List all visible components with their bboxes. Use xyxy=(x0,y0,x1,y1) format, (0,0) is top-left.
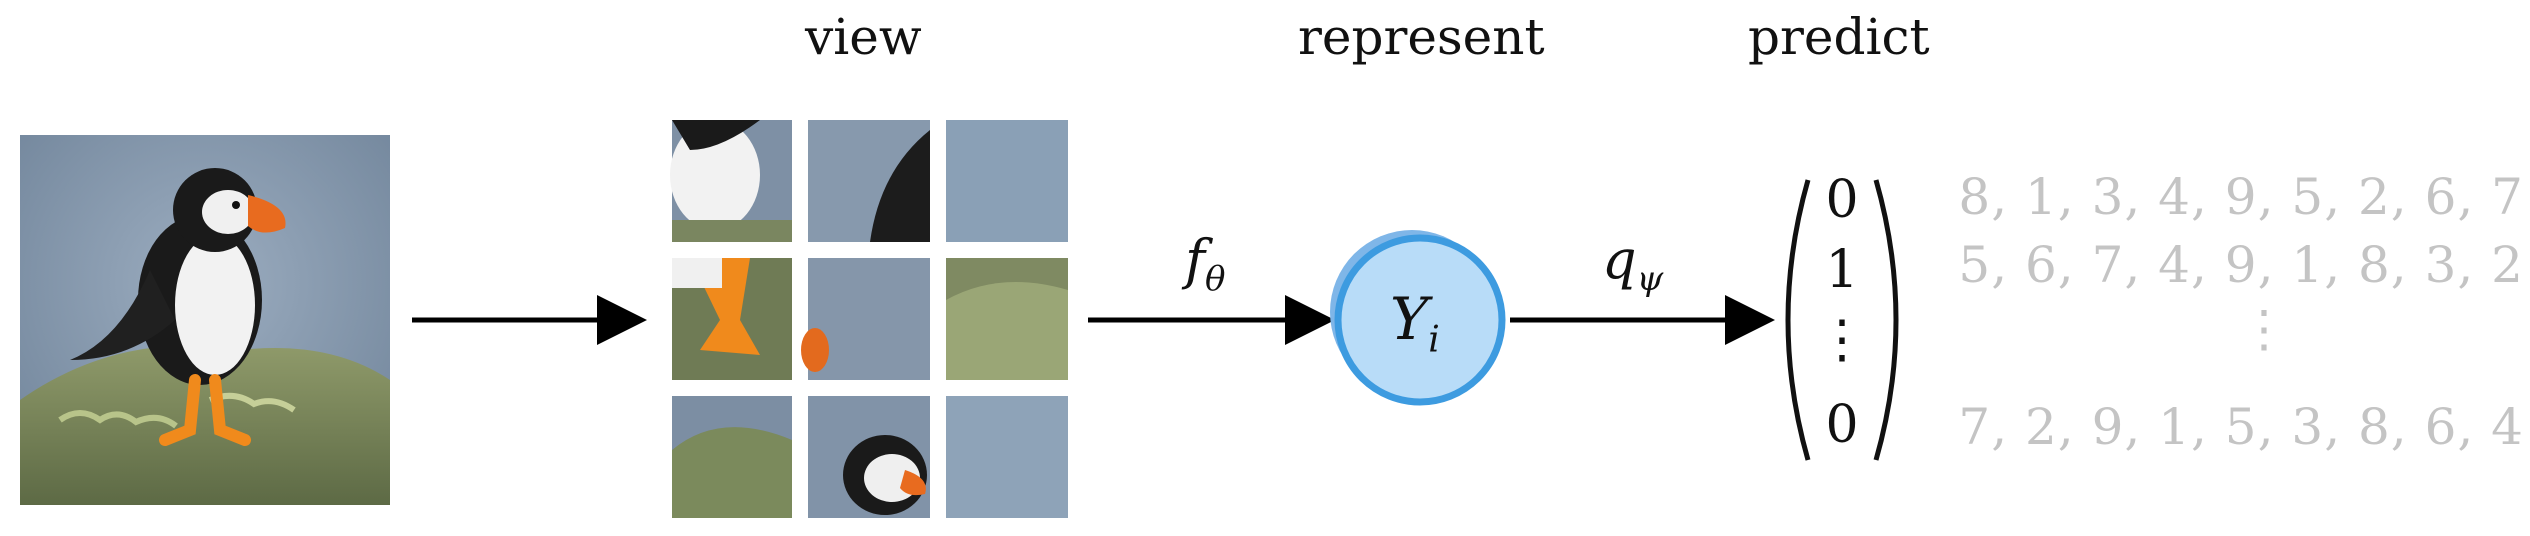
tile-6 xyxy=(946,258,1068,380)
node-label: Yi xyxy=(1390,285,1440,361)
stage-label-view: view xyxy=(805,8,922,66)
tile-grid xyxy=(670,120,1068,518)
stage-label-represent: represent xyxy=(1298,8,1545,66)
node-subscript: i xyxy=(1428,319,1440,361)
tile-4 xyxy=(672,258,792,380)
right-paren xyxy=(1873,179,1899,461)
permutation-row-3: 7, 2, 9, 1, 5, 3, 8, 6, 4 xyxy=(1958,398,2524,456)
vector-entry-1: 0 xyxy=(1825,170,1859,230)
encoder-subscript: θ xyxy=(1205,258,1226,299)
permutation-ellipsis: ⋮ xyxy=(2239,300,2290,358)
tile-9 xyxy=(946,396,1068,518)
head-symbol: q xyxy=(1602,228,1637,291)
vector-entry-4: 0 xyxy=(1825,395,1859,455)
left-paren xyxy=(1785,179,1811,461)
representation-node xyxy=(1330,230,1506,406)
tile-1 xyxy=(670,120,792,242)
permutation-row-2: 5, 6, 7, 4, 9, 1, 8, 3, 2 xyxy=(1958,236,2524,294)
vector-entry-2: 1 xyxy=(1825,240,1859,300)
permutation-row-1: 8, 1, 3, 4, 9, 5, 2, 6, 7 xyxy=(1958,168,2524,226)
puffin-photo xyxy=(20,135,390,505)
stage-label-predict: predict xyxy=(1748,8,1930,66)
encoder-label: fθ xyxy=(1185,228,1225,299)
node-symbol: Y xyxy=(1390,285,1429,353)
encoder-symbol: f xyxy=(1185,228,1205,291)
tile-8 xyxy=(808,396,930,518)
vector-entry-3: ⋮ xyxy=(1816,310,1868,370)
tile-7 xyxy=(672,396,792,518)
tile-5 xyxy=(801,258,930,380)
tile-2 xyxy=(808,120,930,242)
tile-3 xyxy=(946,120,1068,242)
head-label: qψ xyxy=(1602,228,1663,299)
head-subscript: ψ xyxy=(1636,258,1664,299)
